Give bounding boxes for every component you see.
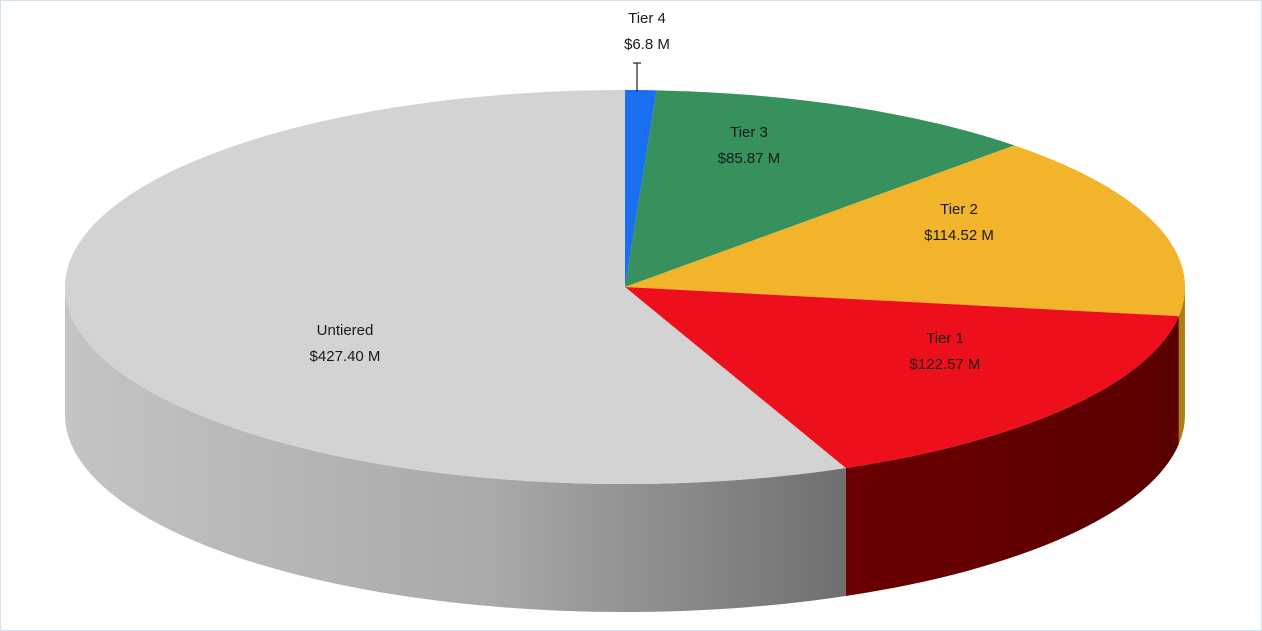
slice-value-tier-2: $114.52 M [924,227,994,244]
slice-label-tier-2: Tier 2 [940,201,978,218]
slice-value-tier-4: $6.8 M [624,36,670,53]
pie-side-walls [65,287,1185,612]
slice-label-tier-4: Tier 4 [628,10,666,27]
pie-slices [64,90,1186,484]
slice-labels: Tier 4 $6.8 M Tier 3 $85.87 M Tier 2 $114.52 … [310,10,994,373]
pie-slice-tier-3 [625,90,1015,287]
pie-slice-tier-1 [625,287,1179,469]
leader-lines [633,62,641,93]
slice-value-untiered: $427.40 M [310,348,381,365]
slice-label-untiered: Untiered [317,322,374,339]
pie-wall-tier-1 [845,316,1179,597]
pie-wall-tier-2 [1178,287,1185,445]
pie-wall-untiered [65,287,846,612]
slice-label-tier-1: Tier 1 [926,330,964,347]
slice-value-tier-3: $85.87 M [718,150,781,167]
pie-slice-tier-2 [625,145,1186,317]
slice-label-tier-3: Tier 3 [730,124,768,141]
slice-value-tier-1: $122.57 M [910,356,981,373]
pie-slice-tier-4 [625,90,657,287]
pie-slice-untiered [64,90,846,484]
